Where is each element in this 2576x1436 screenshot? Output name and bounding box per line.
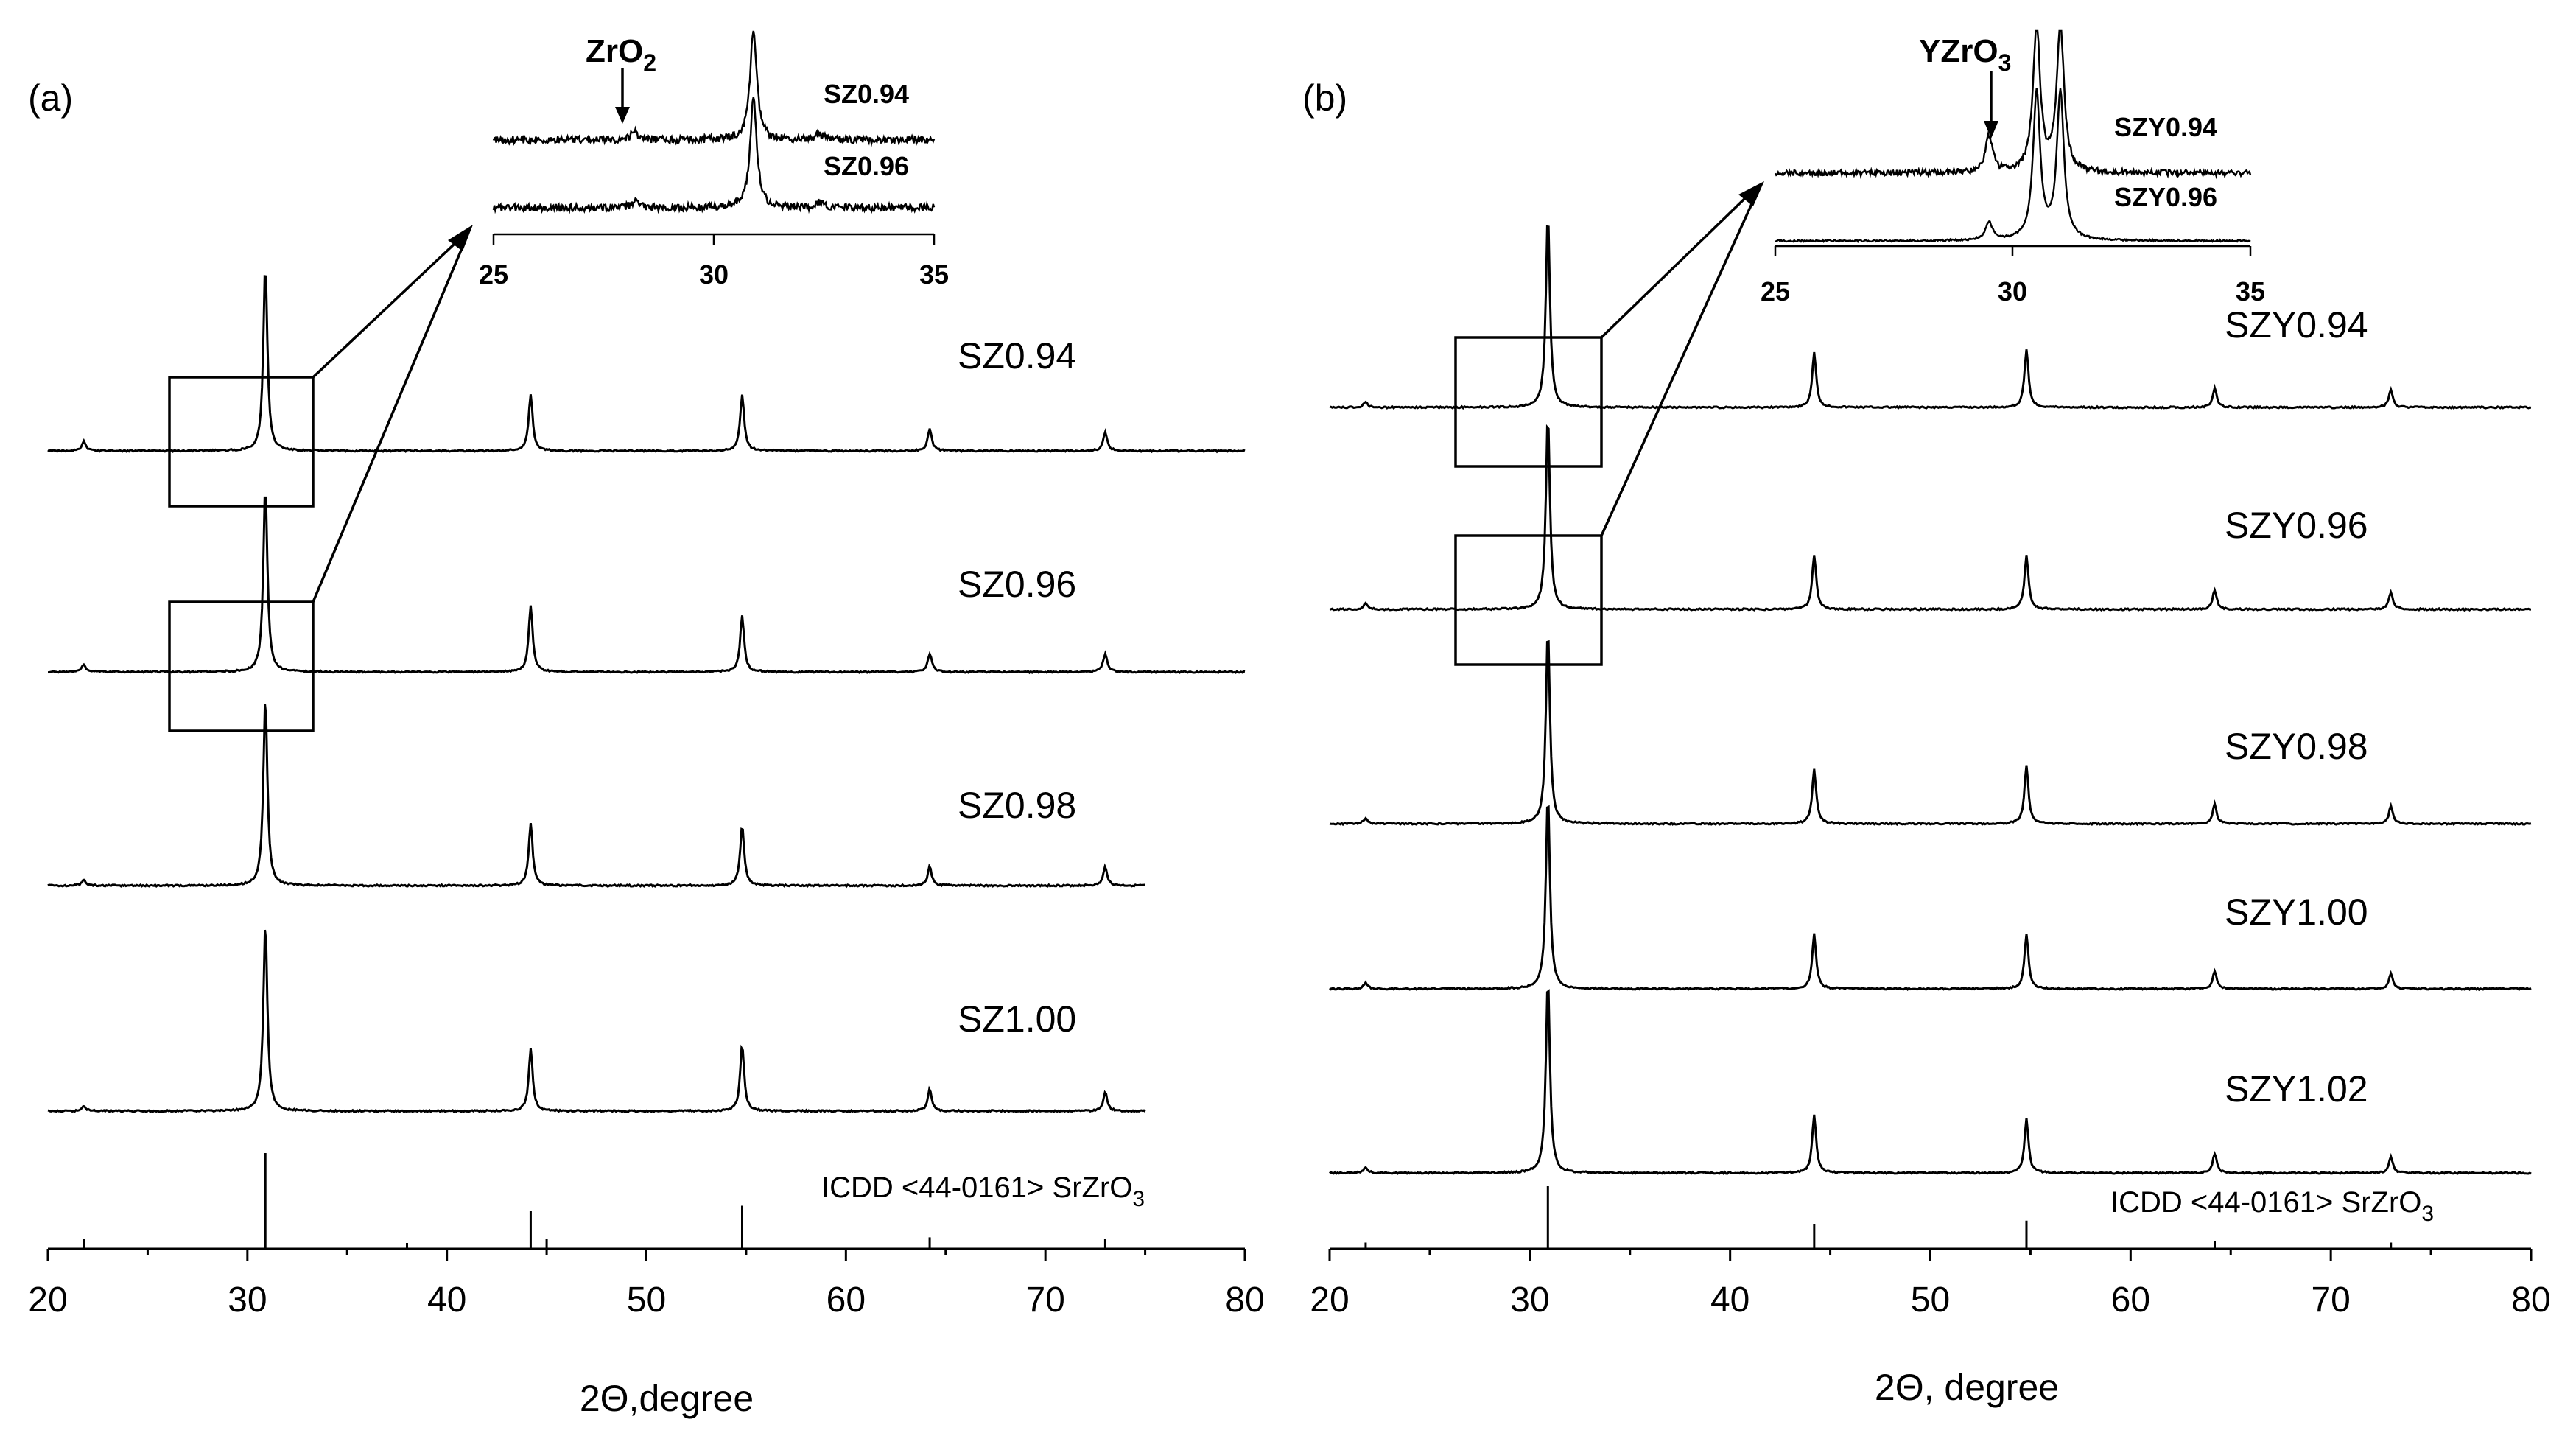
inset-series-label-szy0.96: SZY0.96: [2114, 182, 2217, 212]
inset-trace-szy0.96: [1775, 88, 2251, 243]
phase-label-zro2: ZrO2: [586, 33, 656, 76]
inset-tick-label: 35: [2236, 276, 2265, 307]
panel-b-inset: 25 30 35 SZY0.94 SZY0.96 YZrO3: [1761, 29, 2265, 307]
series-label-szy0.96: SZY0.96: [2225, 505, 2368, 546]
tick-label: 50: [627, 1281, 666, 1320]
trace-szy0.96: [1329, 424, 2531, 612]
down-arrow-icon: [1984, 121, 1998, 139]
tick-label: 50: [1911, 1281, 1950, 1320]
inset-tick-label: 35: [919, 259, 949, 290]
zoom-arrow-head-icon: [448, 225, 473, 251]
inset-tick-label: 30: [699, 259, 729, 290]
inset-trace-sz0.94: [492, 30, 936, 147]
series-label-szy1.02: SZY1.02: [2225, 1068, 2368, 1110]
zoom-arrow-head-icon: [1738, 181, 1764, 206]
panel-b-x-axis-title: 2Θ, degree: [1875, 1367, 2059, 1408]
inset-series-label-szy0.94: SZY0.94: [2114, 112, 2217, 142]
panel-a: (a) SZ0.94 SZ0.96 SZ0.98 SZ1.00 ICDD <44…: [28, 30, 1265, 1419]
series-label-sz0.96: SZ0.96: [958, 564, 1076, 605]
series-label-sz1.00: SZ1.00: [958, 998, 1076, 1040]
reference-label-b: ICDD <44-0161> SrZrO3: [2110, 1186, 2434, 1226]
panel-a-x-axis: 20 30 40 50 60 70 80: [28, 1247, 1265, 1320]
tick-label: 20: [1310, 1281, 1349, 1320]
series-label-sz0.98: SZ0.98: [958, 785, 1076, 826]
trace-sz1.00: [47, 929, 1146, 1114]
trace-szy0.98: [1329, 640, 2532, 827]
tick-label: 40: [1710, 1281, 1749, 1320]
tick-label: 80: [2511, 1281, 2550, 1320]
zoom-box-szy0.94: [1454, 336, 1603, 468]
series-label-sz0.94: SZ0.94: [958, 335, 1076, 376]
inset-trace-sz0.96: [492, 97, 936, 214]
series-label-szy0.94: SZY0.94: [2225, 304, 2368, 346]
inset-tick-label: 25: [479, 259, 508, 290]
zoom-connector-line: [312, 242, 466, 603]
trace-sz0.98: [47, 704, 1145, 889]
tick-label: 70: [1025, 1281, 1064, 1320]
panel-a-x-axis-title: 2Θ,degree: [580, 1378, 754, 1419]
panel-b-label: (b): [1302, 77, 1347, 119]
tick-label: 80: [1225, 1281, 1264, 1320]
zoom-connector-line: [1600, 196, 1747, 339]
inset-trace-szy0.94: [1774, 29, 2252, 180]
series-label-szy0.98: SZY0.98: [2225, 726, 2368, 767]
panel-a-traces: [47, 275, 1246, 1114]
reference-label-a: ICDD <44-0161> SrZrO3: [821, 1171, 1145, 1211]
panel-b: (b) SZY0.94 SZY0.96 SZY0.98 SZY1.00 SZY1…: [1302, 29, 2551, 1408]
trace-sz0.96: [47, 496, 1246, 675]
tick-label: 20: [28, 1281, 67, 1320]
tick-label: 70: [2311, 1281, 2350, 1320]
tick-label: 40: [427, 1281, 466, 1320]
trace-szy1.02: [1329, 989, 2532, 1176]
down-arrow-icon: [615, 107, 630, 124]
tick-label: 60: [827, 1281, 866, 1320]
panel-a-label: (a): [28, 77, 73, 119]
tick-label: 30: [1510, 1281, 1549, 1320]
series-label-szy1.00: SZY1.00: [2225, 892, 2368, 933]
zoom-box-sz0.94: [168, 376, 315, 508]
zoom-connector-line: [1600, 197, 1756, 536]
tick-label: 30: [228, 1281, 267, 1320]
trace-sz0.94: [47, 275, 1246, 454]
panel-a-inset: 25 30 35 SZ0.94 SZ0.96 ZrO2: [479, 30, 949, 290]
trace-szy1.00: [1329, 805, 2532, 992]
panel-b-x-axis: 20 30 40 50 60 70 80: [1310, 1247, 2551, 1320]
inset-series-label-sz0.94: SZ0.94: [824, 79, 909, 109]
zoom-connector-line: [312, 242, 457, 379]
panel-b-reference-sticks: [1364, 1186, 2393, 1249]
zoom-box-szy0.96: [1454, 534, 1603, 666]
phase-label-yzro3: YZrO3: [1919, 33, 2011, 76]
panel-a-reference-sticks: [83, 1153, 1106, 1249]
tick-label: 60: [2111, 1281, 2150, 1320]
panel-b-x-ticks: [1328, 1249, 2533, 1261]
inset-series-label-sz0.96: SZ0.96: [824, 151, 909, 181]
trace-szy0.94: [1329, 225, 2532, 410]
inset-tick-label: 30: [1998, 276, 2027, 307]
panel-b-traces: [1329, 225, 2532, 1176]
panel-a-x-ticks: [46, 1249, 1246, 1261]
inset-tick-label: 25: [1761, 276, 1790, 307]
zoom-box-sz0.96: [168, 600, 315, 732]
